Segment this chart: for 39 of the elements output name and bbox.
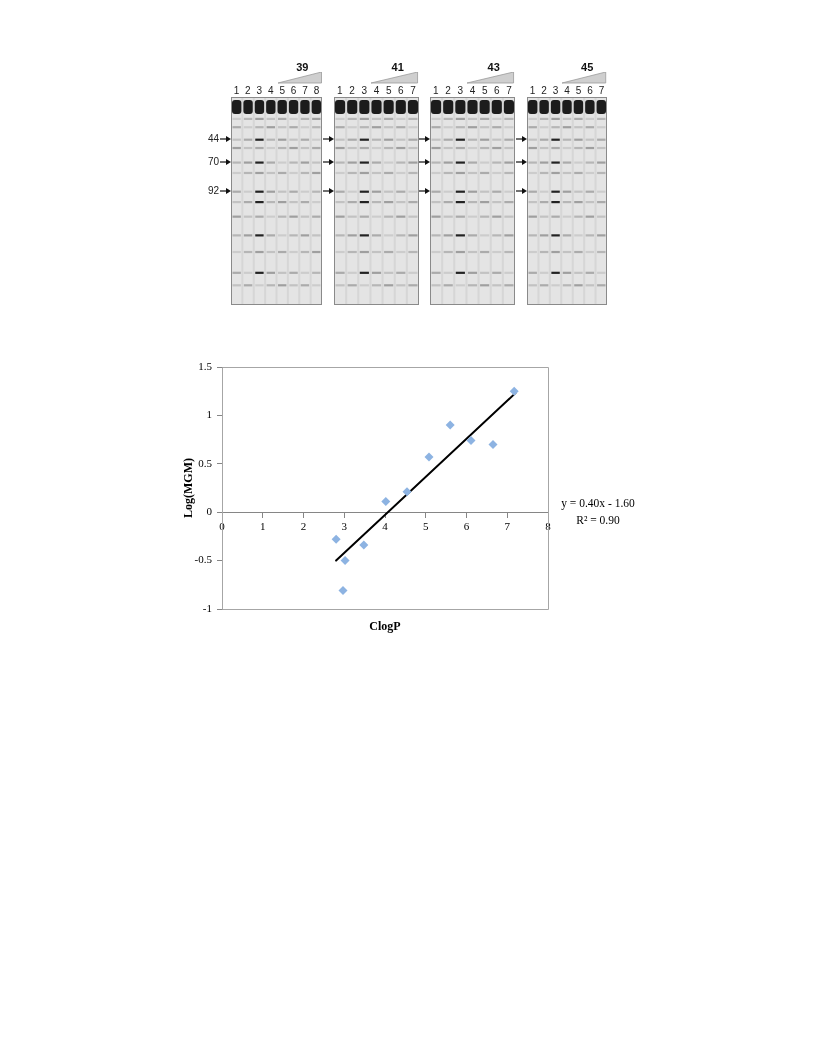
x-tick-label: 4 <box>382 519 389 532</box>
text: 43 <box>486 61 501 74</box>
point <box>402 487 412 497</box>
y-tick-label: 0.5 <box>198 456 213 469</box>
text: 44 <box>206 133 219 145</box>
point <box>509 386 519 396</box>
point <box>338 586 348 596</box>
point <box>488 439 498 449</box>
y-tick-label: 0 <box>206 505 213 518</box>
text: 1 2 3 4 5 6 7 8 <box>233 85 320 96</box>
point <box>424 452 434 462</box>
x-tick-label: 7 <box>504 519 511 532</box>
x-axis-title: ClogP <box>369 619 401 634</box>
x-tick-label: 6 <box>463 519 470 532</box>
y-tick-label: -0.5 <box>194 553 213 566</box>
point <box>331 534 341 544</box>
point <box>340 556 350 566</box>
point <box>466 436 476 446</box>
point <box>359 540 369 550</box>
y-tick-label: 1.5 <box>198 359 213 372</box>
y-tick-label: -1 <box>202 601 212 614</box>
text: 39 <box>295 61 310 74</box>
text: R² = 0.90 <box>576 513 620 526</box>
point <box>445 420 455 430</box>
text: 1 2 3 4 5 6 7 <box>529 85 605 96</box>
text: 92 <box>206 185 219 197</box>
text: 45 <box>580 61 595 74</box>
point <box>381 497 391 507</box>
text: y = 0.40x - 1.60 <box>561 496 636 510</box>
text: 70 <box>206 156 219 168</box>
text: 1 2 3 4 5 6 7 <box>433 85 512 96</box>
x-tick-label: 1 <box>260 519 266 532</box>
x-tick-label: 2 <box>300 519 307 532</box>
x-tick-label: 3 <box>341 519 348 532</box>
x-tick-label: 5 <box>423 519 429 532</box>
text: 1 2 3 4 5 6 7 <box>337 85 416 96</box>
text: 41 <box>390 61 405 74</box>
y-tick-label: 1 <box>206 408 212 421</box>
y-axis-title: Log(MGM) <box>181 458 196 518</box>
